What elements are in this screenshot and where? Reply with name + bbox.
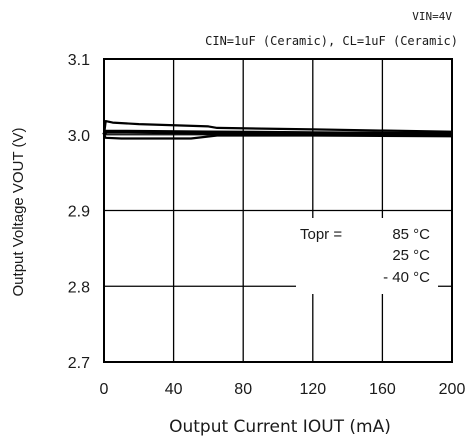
series-line-2 (103, 134, 453, 140)
x-tick-label: 160 (369, 381, 396, 398)
y-tick-label: 3.1 (68, 52, 90, 69)
vin-condition: VIN=4V (412, 10, 452, 23)
y-tick-label: 3.0 (68, 128, 90, 145)
legend-entry-85c: 85 °C (392, 226, 430, 243)
series-line-0 (102, 120, 453, 135)
x-tick-label: 0 (100, 381, 109, 398)
x-axis-label: Output Current IOUT (mA) (169, 417, 391, 437)
grid (104, 59, 452, 362)
legend-background (296, 218, 438, 294)
x-tick-label: 200 (439, 381, 466, 398)
tick-labels: 0 40 80 120 160 200 2.7 2.8 2.9 3.0 3.1 (68, 52, 466, 398)
legend-entry-25c: 25 °C (392, 247, 430, 264)
x-tick-label: 40 (165, 381, 183, 398)
x-tick-label: 120 (299, 381, 326, 398)
x-tick-label: 80 (234, 381, 252, 398)
y-tick-label: 2.8 (68, 279, 90, 296)
legend-title: Topr = (300, 226, 342, 243)
y-tick-label: 2.7 (68, 355, 90, 372)
series-line-1 (102, 129, 453, 136)
y-axis-label: Output Voltage VOUT (V) (10, 128, 27, 297)
legend: Topr = 85 °C 25 °C - 40 °C (296, 218, 438, 294)
y-tick-label: 2.9 (68, 204, 90, 221)
series-group (102, 120, 453, 140)
plot-frame (103, 58, 453, 363)
legend-entry-minus40c: - 40 °C (383, 269, 430, 286)
capacitor-condition: CIN=1uF (Ceramic), CL=1uF (Ceramic) (205, 34, 458, 48)
